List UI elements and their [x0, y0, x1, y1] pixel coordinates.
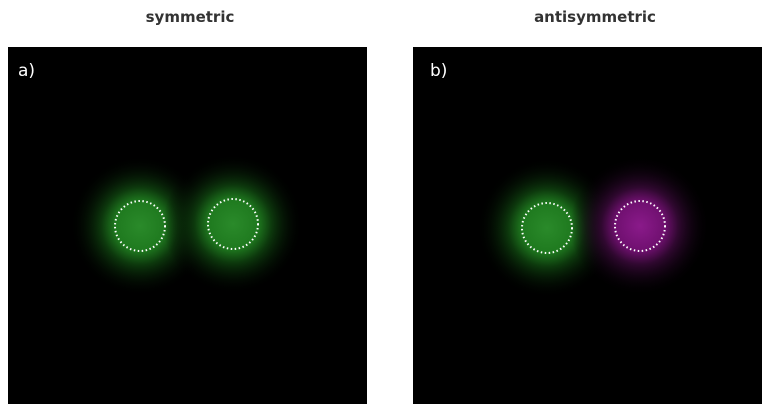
panel-title: antisymmetric [534, 8, 656, 26]
panel-label: b) [430, 61, 447, 81]
glow [570, 156, 710, 296]
panel-a: a) [8, 47, 367, 404]
figure: symmetric antisymmetric a) b) [0, 0, 762, 404]
glow [163, 154, 303, 294]
panel-b: b) [413, 47, 762, 404]
panel-title: symmetric [146, 8, 235, 26]
panel-label: a) [18, 61, 35, 81]
